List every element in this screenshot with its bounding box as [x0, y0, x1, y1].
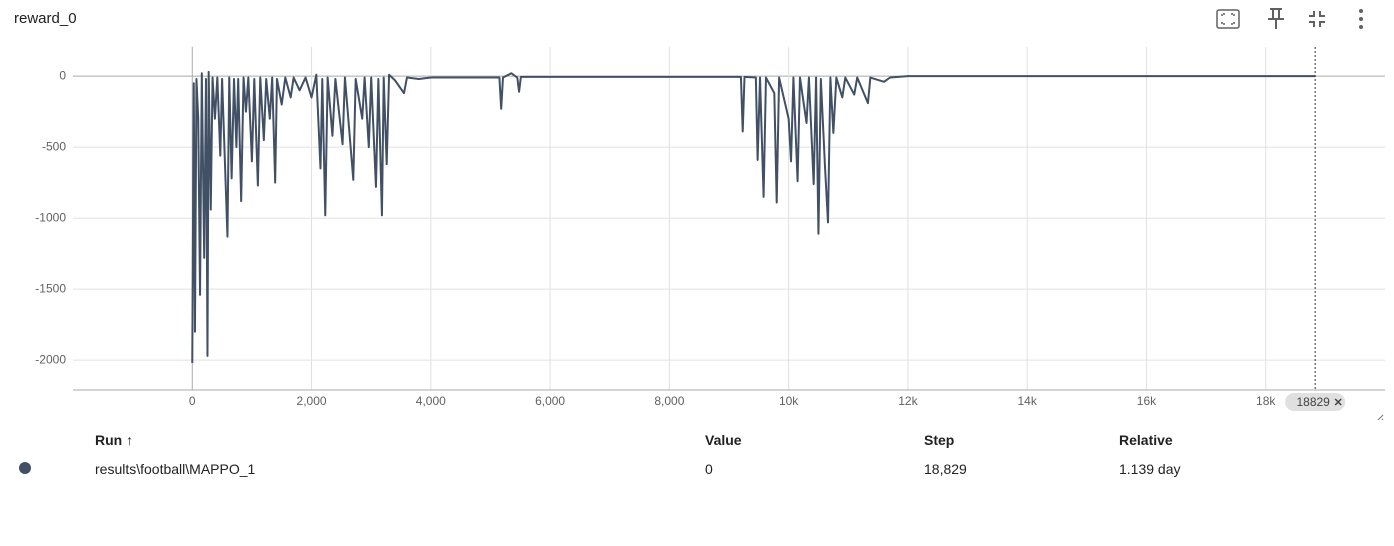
cursor-badge	[1285, 393, 1346, 411]
pin-button[interactable]	[1268, 8, 1284, 29]
more-button[interactable]	[1359, 9, 1363, 29]
x-tick-label: 10k	[779, 394, 799, 408]
y-tick-label: -1000	[35, 210, 66, 224]
y-tick-label: -1500	[35, 281, 66, 295]
collapse-button[interactable]	[1309, 11, 1325, 27]
x-tick-label: 4,000	[416, 394, 446, 408]
series-line	[191, 70, 1316, 364]
cursor-remove	[1334, 398, 1342, 406]
x-tick-label: 18k	[1256, 394, 1276, 408]
x-tick-label: 8,000	[654, 394, 684, 408]
y-tick-label: -500	[42, 139, 66, 153]
fit-domain-button[interactable]	[1216, 9, 1240, 29]
x-tick-label: 0	[189, 394, 196, 408]
run-step: 18,829	[924, 461, 967, 477]
run-row: results\football\MAPPO_1 0 18,829 1.139 …	[0, 454, 1319, 484]
y-tick-label: 0	[59, 68, 66, 82]
run-color	[19, 461, 31, 474]
card-title: reward_0	[14, 10, 77, 27]
y-tick-label: -2000	[35, 352, 66, 366]
x-tick-label: 16k	[1137, 394, 1157, 408]
resize-handle	[1377, 414, 1384, 420]
chart: 0 -500 -1000 -1500 -2000 0 2,000 4,000 6,000 8,00…	[35, 47, 1385, 420]
cursor-step-label: 18829	[1296, 395, 1330, 409]
run-value: 0	[705, 461, 713, 477]
run-name: results\football\MAPPO_1	[95, 461, 256, 477]
x-tick-label: 2,000	[297, 394, 327, 408]
x-tick-label: 14k	[1018, 394, 1038, 408]
column-header: Step	[924, 432, 955, 448]
header-row: Run ↑ Value Step Relative	[0, 426, 1319, 454]
column-header: Relative	[1119, 432, 1173, 448]
x-tick-label: 12k	[898, 394, 918, 408]
column-header[interactable]: Run ↑	[95, 432, 134, 448]
x-tick-label: 6,000	[535, 394, 565, 408]
run-relative: 1.139 day	[1119, 461, 1181, 477]
run-table: Run ↑ Value Step Relative results\footba…	[0, 426, 1319, 484]
toolbar	[1216, 8, 1363, 29]
column-header: Value	[705, 432, 742, 448]
